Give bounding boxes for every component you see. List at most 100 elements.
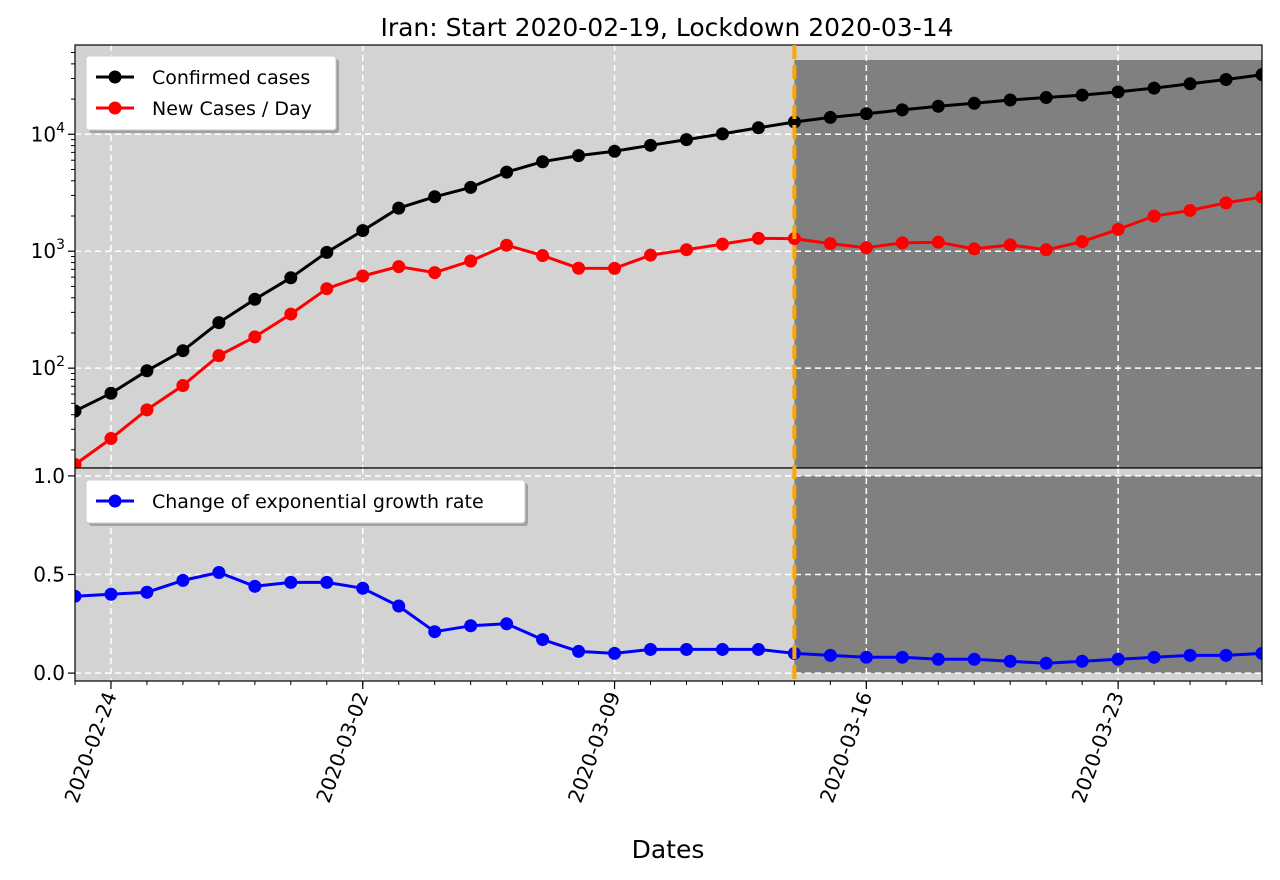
growth-rate-point	[1219, 648, 1233, 662]
growth-rate-point	[751, 642, 765, 656]
growth-rate-point	[967, 652, 981, 666]
confirmed-cases-point	[428, 190, 442, 204]
growth-rate-point	[464, 619, 478, 633]
growth-panel: 0.0 0.5 1.0 2020-02-24 2020-03-02 2020-03-09 2…	[33, 464, 1263, 806]
x-tick-label: 2020-02-24	[59, 689, 121, 806]
growth-rate-point	[1183, 648, 1197, 662]
growth-rate-point	[1039, 656, 1053, 670]
growth-rate-point	[715, 642, 729, 656]
confirmed-cases-point	[1075, 88, 1089, 102]
confirmed-cases-point	[1003, 93, 1017, 107]
confirmed-cases-point	[1111, 85, 1125, 99]
y-tick-label: 103	[31, 237, 65, 263]
confirmed-cases-point	[356, 224, 370, 238]
new-cases-point	[715, 237, 729, 251]
growth-rate-point	[859, 650, 873, 664]
new-cases-point	[140, 403, 154, 417]
growth-rate-point	[572, 644, 586, 658]
legend-label: Confirmed cases	[152, 67, 310, 89]
new-cases-line	[75, 195, 1262, 466]
x-tick-label: 2020-03-23	[1067, 689, 1129, 806]
confirmed-cases-point	[104, 386, 118, 400]
confirmed-cases-line	[75, 73, 1262, 413]
new-cases-point	[320, 282, 334, 296]
x-tick-label: 2020-03-09	[563, 689, 625, 806]
legend-label: New Cases / Day	[152, 98, 312, 120]
legend-box	[85, 479, 526, 524]
growth-rate-point	[428, 625, 442, 639]
confirmed-cases-point	[536, 155, 550, 169]
growth-panel-frame	[74, 467, 1263, 682]
confirmed-cases-point	[715, 127, 729, 141]
confirmed-cases-point	[1147, 81, 1161, 95]
confirmed-cases-point	[500, 165, 514, 179]
new-cases-point	[464, 254, 478, 268]
confirmed-cases-point	[967, 96, 981, 110]
confirmed-cases-point	[608, 144, 622, 158]
confirmed-cases-point	[1219, 72, 1233, 86]
new-cases-point	[1075, 235, 1089, 249]
cases-series	[75, 68, 1262, 468]
confirmed-cases-point	[1039, 91, 1053, 105]
confirmed-cases-point	[284, 271, 298, 285]
growth-rate-point	[1075, 654, 1089, 668]
growth-rate-point	[140, 585, 154, 599]
growth-rate-point	[608, 646, 622, 660]
confirmed-cases-point	[644, 138, 658, 152]
growth-rate-point	[356, 581, 370, 595]
new-cases-point	[1039, 243, 1053, 257]
new-cases-point	[751, 231, 765, 245]
growth-rate-point	[1003, 654, 1017, 668]
growth-rate-point	[1147, 650, 1161, 664]
growth-series	[75, 566, 1262, 670]
legend-swatch-marker	[108, 494, 122, 508]
growth-rate-point	[823, 648, 837, 662]
new-cases-point	[1183, 203, 1197, 217]
confirmed-cases-point	[1183, 77, 1197, 91]
legend-swatch-marker	[108, 70, 122, 84]
chart-title: Iran: Start 2020-02-19, Lockdown 2020-03…	[380, 13, 953, 42]
new-cases-point	[212, 349, 226, 363]
y-tick-label: 104	[31, 120, 65, 146]
growth-rate-point	[1111, 652, 1125, 666]
new-cases-point	[284, 307, 298, 321]
new-cases-point	[859, 241, 873, 255]
growth-rate-point	[895, 650, 909, 664]
growth-rate-point	[931, 652, 945, 666]
growth-rate-point	[75, 589, 82, 603]
growth-rate-point	[644, 642, 658, 656]
new-cases-point	[500, 238, 514, 252]
new-cases-point	[1111, 222, 1125, 236]
new-cases-point	[931, 235, 945, 249]
confirmed-cases-point	[392, 201, 406, 215]
new-cases-point	[644, 248, 658, 262]
x-axis-label: Dates	[632, 835, 705, 864]
confirmed-cases-point	[895, 103, 909, 117]
y-tick-label: 0.5	[33, 563, 65, 587]
y-tick-label: 102	[31, 354, 65, 380]
new-cases-point	[608, 261, 622, 275]
growth-rate-point	[1255, 646, 1262, 660]
new-cases-point	[356, 269, 370, 283]
new-cases-point	[967, 242, 981, 256]
legend-swatch-marker	[108, 101, 122, 115]
y-tick-label: 0.0	[33, 661, 65, 685]
new-cases-point	[1255, 190, 1262, 204]
new-cases-point	[1147, 209, 1161, 223]
confirmed-cases-point	[823, 110, 837, 124]
confirmed-cases-point	[212, 316, 226, 330]
new-cases-point	[536, 249, 550, 263]
growth-rate-point	[104, 587, 118, 601]
x-tick-label: 2020-03-16	[815, 689, 877, 806]
legend-box	[85, 55, 337, 131]
growth-rate-point	[176, 573, 190, 587]
confirmed-cases-point	[859, 107, 873, 121]
confirmed-cases-point	[320, 245, 334, 259]
y-tick-label: 1.0	[33, 464, 65, 488]
new-cases-point	[679, 243, 693, 257]
growth-rate-point	[212, 566, 226, 580]
new-cases-point	[1219, 196, 1233, 210]
legend-label: Change of exponential growth rate	[152, 491, 484, 513]
confirmed-cases-point	[75, 404, 82, 418]
